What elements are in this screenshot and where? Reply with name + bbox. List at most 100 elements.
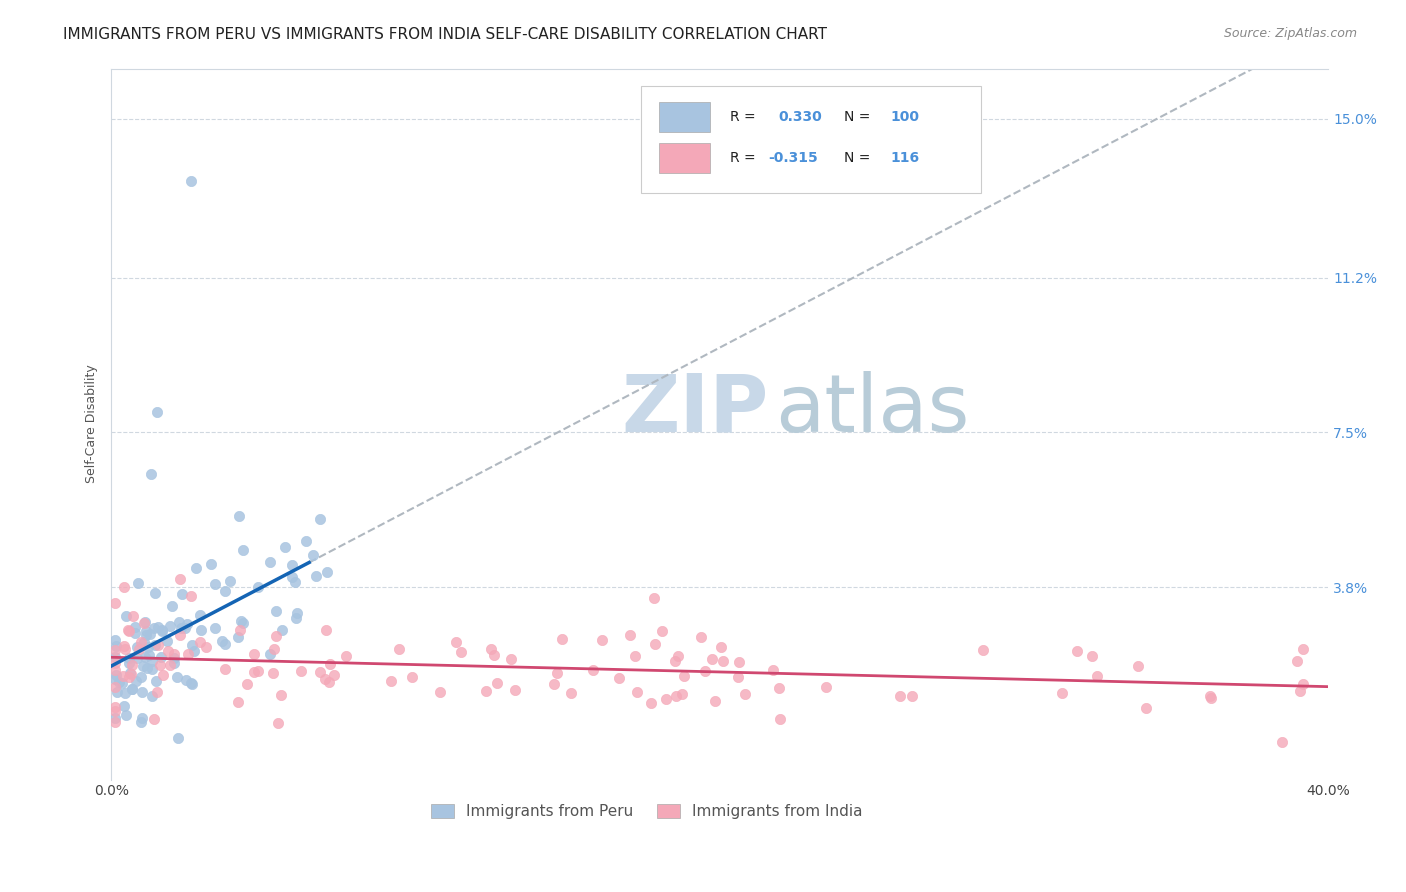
Point <box>152 667 174 681</box>
Point <box>124 620 146 634</box>
Point <box>103 596 125 610</box>
Point <box>138 640 160 654</box>
Point <box>112 580 135 594</box>
Point <box>591 633 613 648</box>
Point <box>273 540 295 554</box>
Point <box>174 621 197 635</box>
FancyBboxPatch shape <box>641 87 981 193</box>
Point <box>304 568 326 582</box>
Point <box>388 642 411 657</box>
Point <box>643 591 665 605</box>
Point <box>309 665 332 679</box>
Point <box>124 626 146 640</box>
Text: 0.330: 0.330 <box>778 110 823 124</box>
Point <box>129 714 152 729</box>
Point <box>1126 658 1149 673</box>
Point <box>131 685 153 699</box>
Point <box>169 572 191 586</box>
Point <box>380 673 402 688</box>
Point <box>121 682 143 697</box>
Point <box>226 630 249 644</box>
Point <box>146 620 169 634</box>
Point <box>768 681 790 695</box>
Point <box>228 509 250 524</box>
Point <box>231 614 253 628</box>
Point <box>901 689 924 703</box>
Point <box>125 650 148 665</box>
Point <box>190 623 212 637</box>
Point <box>148 638 170 652</box>
Text: 116: 116 <box>890 151 920 165</box>
Point <box>117 623 139 637</box>
Point <box>103 672 125 686</box>
Point <box>184 561 207 575</box>
Point <box>484 648 506 663</box>
Point <box>128 641 150 656</box>
Point <box>560 686 582 700</box>
Point <box>479 641 502 656</box>
Point <box>141 654 163 668</box>
Point <box>170 621 193 635</box>
Point <box>163 650 186 665</box>
Point <box>121 608 143 623</box>
Point <box>259 556 281 570</box>
Point <box>446 634 468 648</box>
Point <box>188 607 211 622</box>
Point <box>1050 686 1073 700</box>
Point <box>104 632 127 647</box>
Point <box>889 689 911 703</box>
Point <box>1199 690 1222 705</box>
Point <box>103 649 125 664</box>
Point <box>761 664 783 678</box>
Point <box>121 681 143 696</box>
Point <box>135 628 157 642</box>
Point <box>214 583 236 598</box>
Point <box>727 670 749 684</box>
Text: N =: N = <box>844 110 875 124</box>
Point <box>118 670 141 684</box>
Point <box>499 652 522 666</box>
Point <box>607 671 630 685</box>
Point <box>232 616 254 631</box>
Point <box>200 558 222 572</box>
Point <box>314 673 336 687</box>
Point <box>167 615 190 629</box>
Point <box>335 648 357 663</box>
Point <box>125 640 148 654</box>
Point <box>174 673 197 687</box>
Point <box>138 627 160 641</box>
Point <box>302 548 325 562</box>
Point <box>315 624 337 638</box>
Point <box>160 599 183 614</box>
Point <box>734 688 756 702</box>
Point <box>815 680 838 694</box>
Text: R =: R = <box>730 110 759 124</box>
Point <box>143 712 166 726</box>
Text: -0.315: -0.315 <box>769 151 818 165</box>
Text: R =: R = <box>730 151 759 165</box>
Point <box>475 683 498 698</box>
Point <box>114 639 136 653</box>
Point <box>263 642 285 657</box>
Point <box>159 619 181 633</box>
Point <box>111 669 134 683</box>
Point <box>177 647 200 661</box>
Text: atlas: atlas <box>775 371 969 449</box>
Point <box>318 674 340 689</box>
Point <box>214 662 236 676</box>
Point <box>1087 669 1109 683</box>
Y-axis label: Self-Care Disability: Self-Care Disability <box>86 365 98 483</box>
Point <box>640 696 662 710</box>
Point <box>103 663 125 677</box>
Point <box>1135 701 1157 715</box>
Point <box>582 663 605 677</box>
Point <box>134 635 156 649</box>
Point <box>105 685 128 699</box>
Point <box>103 704 125 718</box>
Point <box>131 710 153 724</box>
Point <box>284 575 307 590</box>
Point <box>138 648 160 662</box>
Point <box>219 574 242 588</box>
Point <box>136 661 159 675</box>
FancyBboxPatch shape <box>659 102 710 132</box>
